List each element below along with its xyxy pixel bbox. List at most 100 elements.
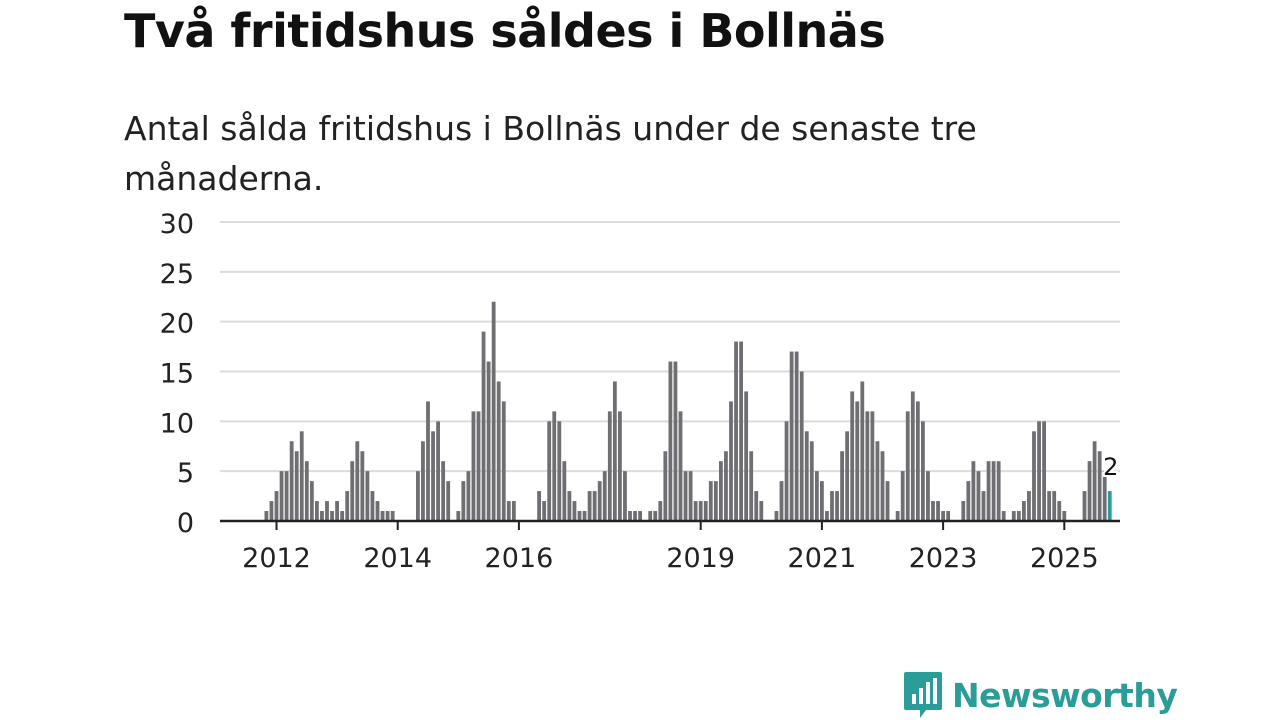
bar: [294, 451, 299, 521]
bar: [264, 511, 269, 521]
bar: [1092, 441, 1097, 521]
bar: [320, 511, 324, 521]
bar: [941, 511, 945, 521]
bar: [592, 491, 597, 521]
bar: [1052, 491, 1057, 521]
bar: [724, 451, 728, 521]
bar: [936, 501, 940, 521]
bar: [335, 501, 339, 521]
bar: [623, 471, 627, 521]
y-tick-label: 0: [177, 508, 194, 539]
bar: [572, 501, 577, 521]
bar: [304, 461, 309, 521]
bar: [587, 491, 592, 521]
bar: [895, 511, 900, 521]
bar: [602, 471, 607, 521]
bar: [774, 511, 779, 521]
bar: [860, 381, 865, 521]
bar: [683, 471, 688, 521]
bar: [1027, 491, 1031, 521]
bar: [279, 471, 284, 521]
bar: [506, 501, 511, 521]
bar: [754, 491, 759, 521]
bar: [542, 501, 547, 521]
bar: [537, 491, 541, 521]
bar: [921, 421, 925, 521]
bar: [547, 421, 552, 521]
newsworthy-logo: Newsworthy: [902, 670, 1178, 720]
bar: [1042, 421, 1046, 521]
bar: [446, 481, 451, 521]
bar: [481, 331, 486, 521]
bar: [269, 501, 274, 521]
brand-name: Newsworthy: [952, 675, 1178, 715]
bar: [562, 461, 567, 521]
bar: [830, 491, 834, 521]
bar: [759, 501, 764, 521]
bar: [820, 481, 824, 521]
bar: [1102, 471, 1107, 521]
x-tick-label: 2021: [788, 543, 857, 574]
bar: [370, 491, 375, 521]
bar: [350, 461, 355, 521]
bar: [390, 511, 395, 521]
bar: [597, 481, 602, 521]
bar: [375, 501, 380, 521]
bar: [1037, 421, 1041, 521]
bar: [986, 461, 991, 521]
bar: [441, 461, 446, 521]
bar: [809, 441, 814, 521]
bar: [729, 401, 733, 521]
y-tick-label: 15: [160, 359, 194, 390]
bar: [431, 431, 435, 521]
bar: [638, 511, 642, 521]
y-tick-label: 5: [177, 458, 194, 489]
grid-lines: [220, 221, 1120, 473]
bar: [330, 511, 334, 521]
bar: [688, 471, 693, 521]
bar: [961, 501, 966, 521]
bar: [511, 501, 516, 521]
bar: [749, 451, 754, 521]
y-tick-label: 25: [160, 259, 194, 290]
bar: [421, 441, 425, 521]
bar: [703, 501, 708, 521]
bar: [552, 411, 557, 521]
bar: [496, 381, 501, 521]
bar: [1032, 431, 1036, 521]
bar: [840, 451, 844, 521]
bar: [1001, 511, 1006, 521]
bar: [289, 441, 294, 521]
bar: [416, 471, 420, 521]
bar: [491, 301, 496, 521]
bar: [1022, 501, 1026, 521]
bar: [501, 401, 506, 521]
bar: [628, 511, 632, 521]
bar: [380, 511, 385, 521]
x-tick-label: 2016: [485, 543, 554, 574]
bar: [845, 431, 850, 521]
bar: [365, 471, 370, 521]
bar: [835, 491, 839, 521]
bar: [915, 401, 920, 521]
bar: [926, 471, 930, 521]
bar: [1062, 511, 1067, 521]
x-tick-label: 2019: [666, 543, 735, 574]
bar: [633, 511, 637, 521]
bar: [1016, 511, 1021, 521]
bar: [360, 451, 365, 521]
bar: [299, 431, 304, 521]
bar: [476, 411, 481, 521]
chart-title: Två fritidshus såldes i Bollnäs: [124, 4, 886, 58]
bar: [779, 481, 784, 521]
bar: [698, 501, 703, 521]
bar: [708, 481, 713, 521]
highlight-value-label: 2: [1103, 453, 1118, 481]
bar: [799, 371, 804, 521]
bar: [784, 421, 789, 521]
bar: [1082, 491, 1087, 521]
bar: [814, 471, 819, 521]
y-tick-label: 30: [160, 209, 194, 240]
bar: [870, 411, 875, 521]
newsworthy-logo-icon: [904, 672, 942, 718]
